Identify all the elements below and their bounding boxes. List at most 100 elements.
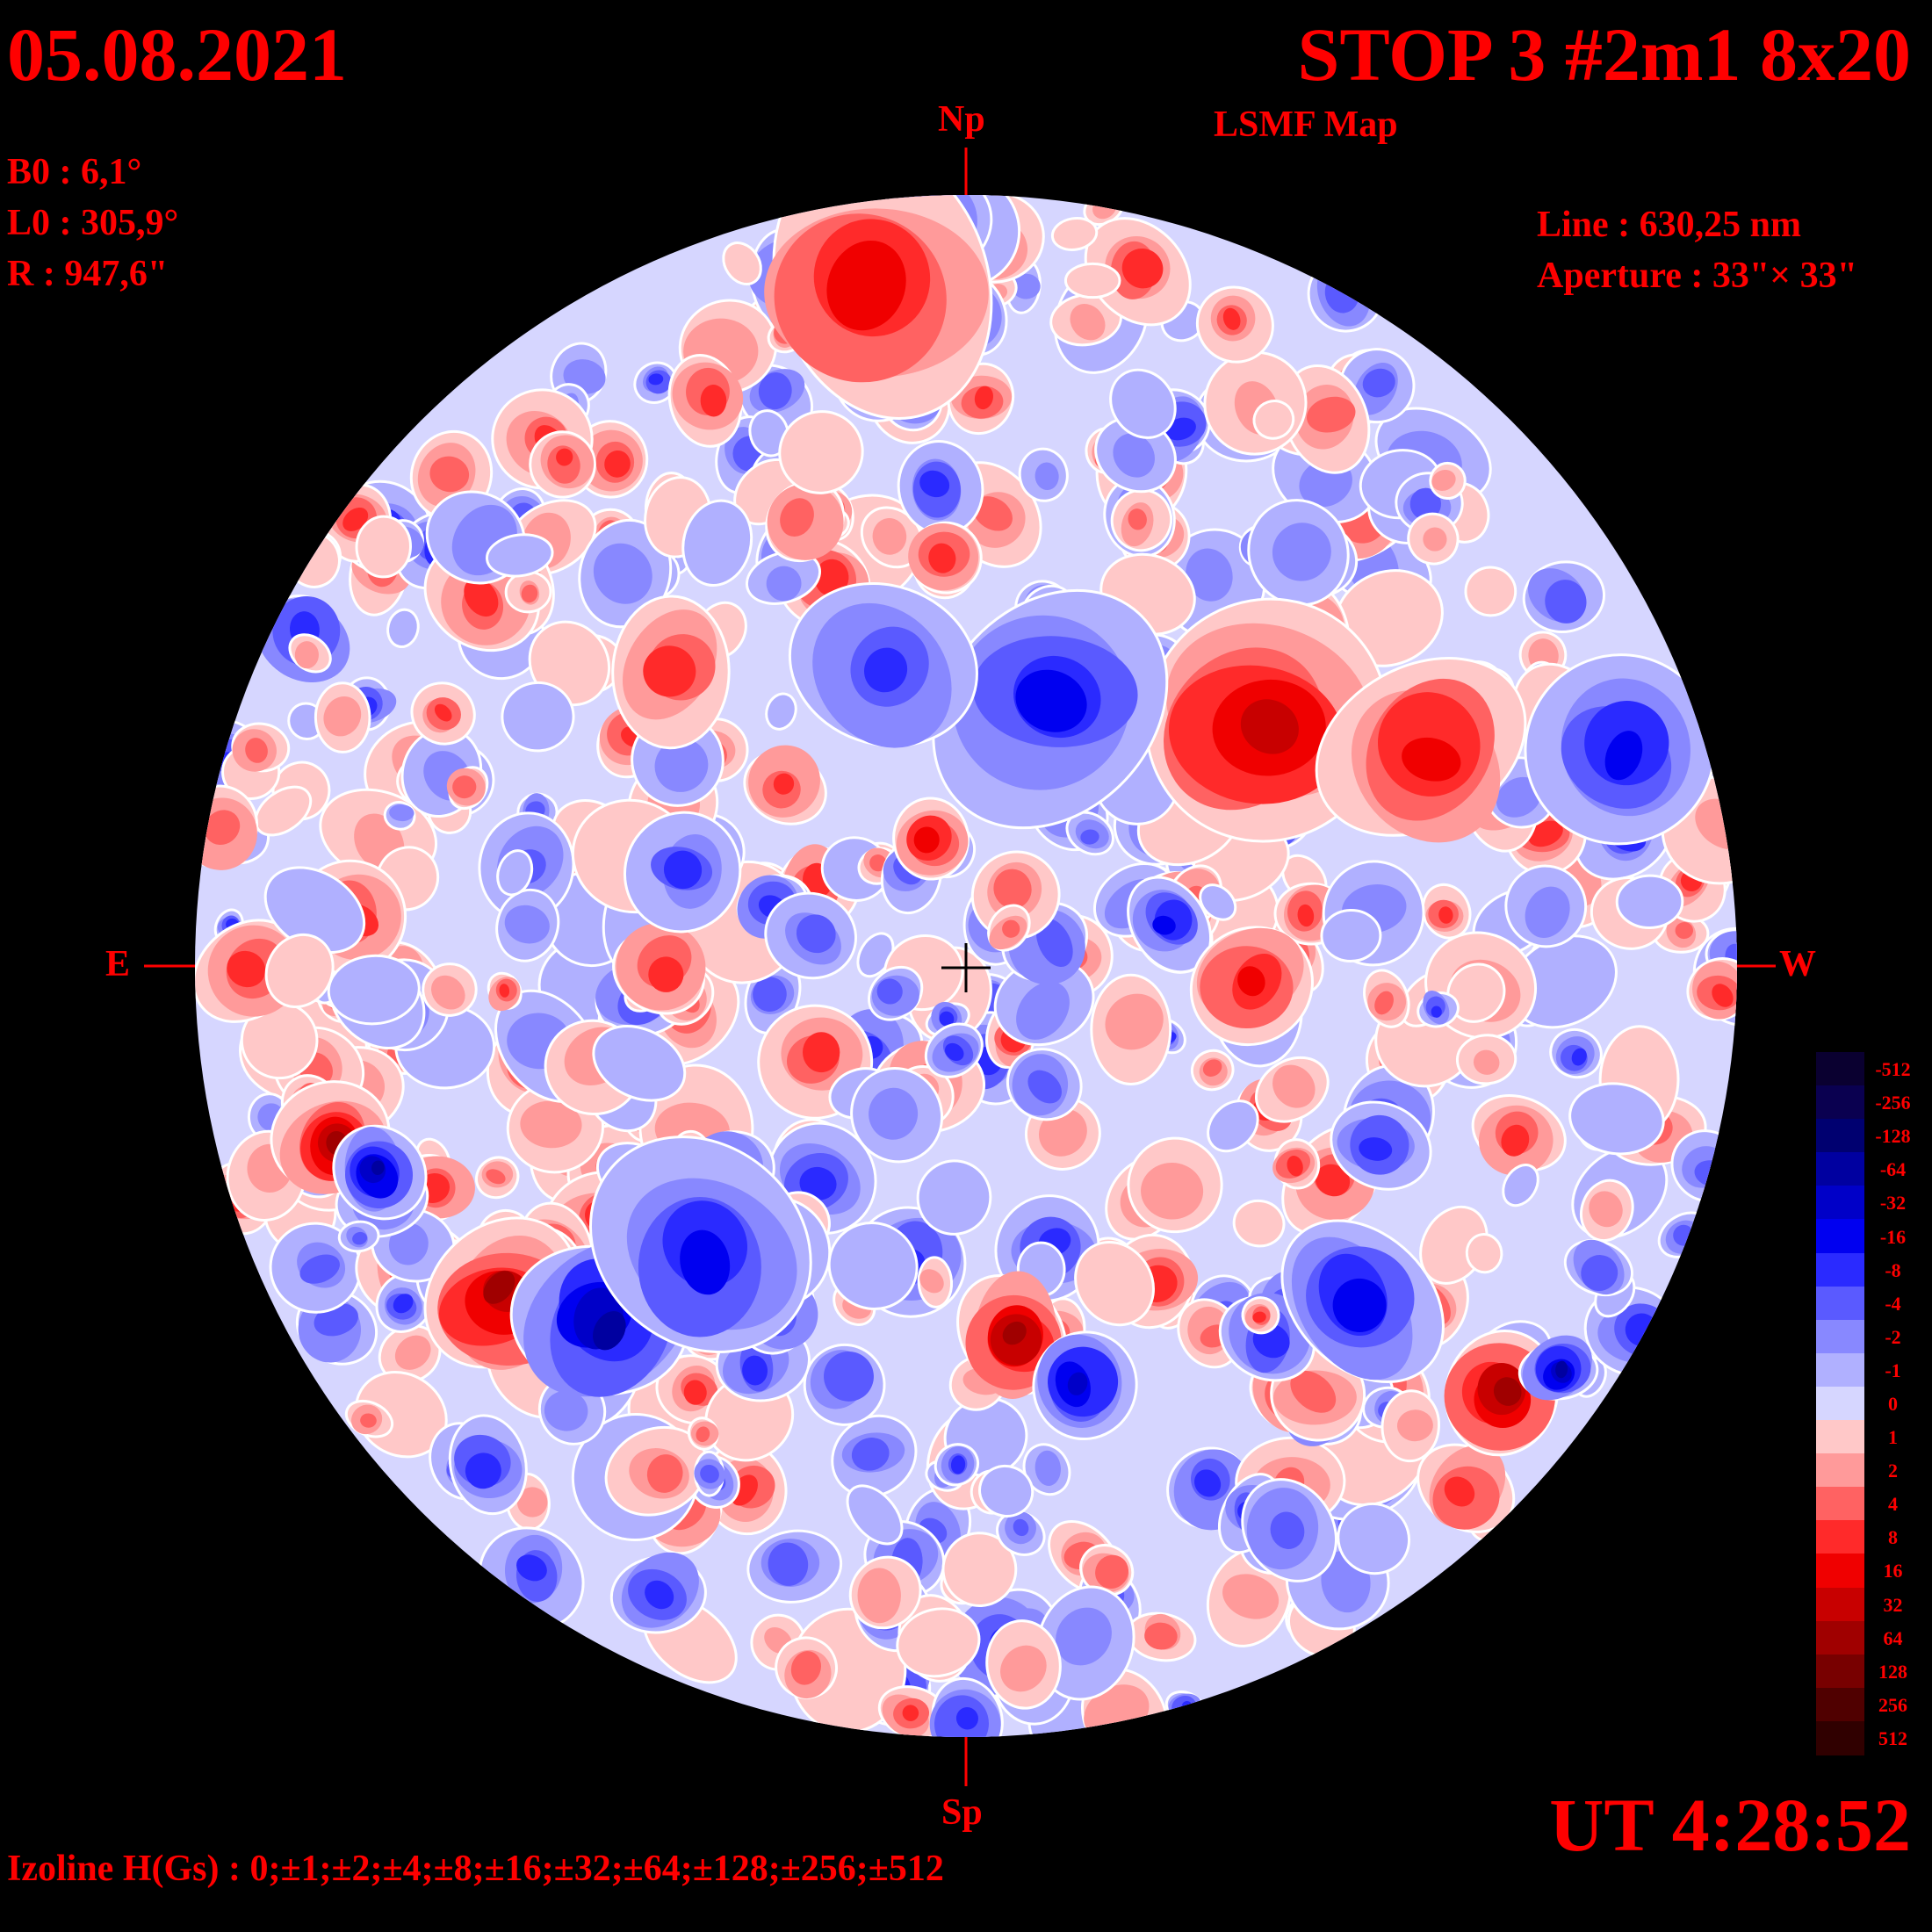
colorbar-segment <box>1816 1085 1864 1121</box>
field-patch <box>1473 1049 1500 1075</box>
field-patch <box>814 559 849 597</box>
field-patch <box>544 1390 588 1431</box>
field-patch <box>955 1707 978 1730</box>
observation-date: 05.08.2021 <box>7 12 347 97</box>
field-patch <box>360 1413 377 1428</box>
field-patch <box>504 905 550 944</box>
field-patch <box>1063 262 1121 299</box>
field-patch <box>465 1453 501 1489</box>
colorbar-label: -64 <box>1879 1158 1907 1181</box>
field-patch <box>851 1437 890 1471</box>
field-patch <box>1525 886 1570 938</box>
field-patch <box>681 499 753 588</box>
field-patch <box>683 1380 707 1405</box>
field-patch <box>604 450 631 478</box>
field-patch <box>1186 548 1233 602</box>
field-patch <box>516 1554 547 1582</box>
param-radius: R : 947,6" <box>7 254 169 294</box>
field-patch <box>1015 669 1087 732</box>
field-patch <box>1496 776 1542 818</box>
field-patch <box>1431 1006 1442 1018</box>
field-patch <box>645 1580 674 1610</box>
colorbar-label: 8 <box>1888 1526 1898 1549</box>
field-patch <box>939 1011 955 1027</box>
colorbar-segment <box>1816 1052 1864 1087</box>
field-patch <box>826 240 906 331</box>
field-patch <box>429 456 470 493</box>
field-patch <box>824 1351 874 1402</box>
colorbar-label: 512 <box>1878 1727 1907 1749</box>
colorbar-segment <box>1816 1620 1864 1655</box>
colorbar-label: 2 <box>1888 1460 1898 1482</box>
field-patch <box>1240 699 1299 754</box>
field-patch <box>1039 1108 1087 1157</box>
field-patch <box>486 533 554 578</box>
colorbar-label: 64 <box>1883 1626 1903 1649</box>
colorbar-label: -4 <box>1885 1292 1901 1315</box>
field-patch <box>1402 737 1461 782</box>
colorbar-label: -8 <box>1885 1258 1901 1281</box>
field-patch <box>722 242 762 285</box>
field-patch <box>1332 1278 1387 1332</box>
field-patch <box>499 984 510 998</box>
field-patch <box>1144 1622 1178 1650</box>
field-patch <box>773 773 795 795</box>
colorbar-segment <box>1816 1520 1864 1555</box>
field-patch <box>796 914 836 954</box>
colorbar-label: -128 <box>1875 1125 1911 1148</box>
field-patch <box>394 1335 431 1370</box>
field-patch <box>393 1294 414 1314</box>
field-patch <box>1315 1164 1351 1197</box>
field-patch <box>355 515 412 579</box>
field-patch <box>799 1166 837 1200</box>
field-patch <box>496 849 534 897</box>
colorbar-label: 4 <box>1888 1493 1898 1516</box>
field-patch <box>1016 981 1070 1040</box>
field-patch <box>1409 487 1441 521</box>
colorbar-segment <box>1816 1687 1864 1722</box>
field-patch <box>227 950 266 988</box>
field-patch <box>593 1310 626 1351</box>
field-patch <box>1109 368 1177 439</box>
field-patch <box>556 448 573 466</box>
field-patch <box>863 647 908 693</box>
map-title: STOP 3 #2m1 8x20 <box>1297 12 1911 97</box>
field-patch <box>1374 991 1394 1015</box>
field-patch <box>1080 829 1099 845</box>
field-patch <box>327 954 421 1026</box>
field-patch <box>1615 874 1684 929</box>
colorbar-segment <box>1816 1720 1864 1755</box>
east-label: E <box>105 944 131 984</box>
field-patch <box>1194 1469 1222 1497</box>
field-patch <box>766 566 802 602</box>
colorbar-label: 256 <box>1878 1693 1907 1716</box>
field-patch <box>299 1254 340 1284</box>
field-patch <box>1545 580 1587 624</box>
west-label: W <box>1779 944 1816 984</box>
field-patch <box>646 1454 683 1493</box>
param-l0: L0 : 305,9° <box>7 203 179 243</box>
field-patch <box>919 1269 944 1294</box>
field-patch <box>1465 1233 1503 1274</box>
field-patch <box>1002 919 1020 938</box>
colorbar-segment <box>1816 1119 1864 1154</box>
field-patch <box>1056 1607 1112 1666</box>
field-patch <box>1362 368 1395 398</box>
field-patch <box>389 804 415 822</box>
field-patch <box>371 1160 385 1176</box>
field-patch <box>902 1705 919 1721</box>
field-patch <box>1002 1321 1027 1345</box>
field-patch <box>663 850 703 890</box>
field-patch <box>1464 566 1517 617</box>
colorbar-segment <box>1816 1453 1864 1489</box>
field-patch <box>700 385 727 417</box>
field-patch <box>430 975 465 1010</box>
colorbar-label: 128 <box>1878 1660 1907 1683</box>
field-patch <box>1712 984 1734 1007</box>
field-patch <box>1036 918 1073 968</box>
field-patch <box>352 1231 368 1245</box>
field-patch <box>1501 1124 1530 1157</box>
field-patch <box>1237 966 1265 997</box>
colorbar-segment <box>1816 1252 1864 1287</box>
